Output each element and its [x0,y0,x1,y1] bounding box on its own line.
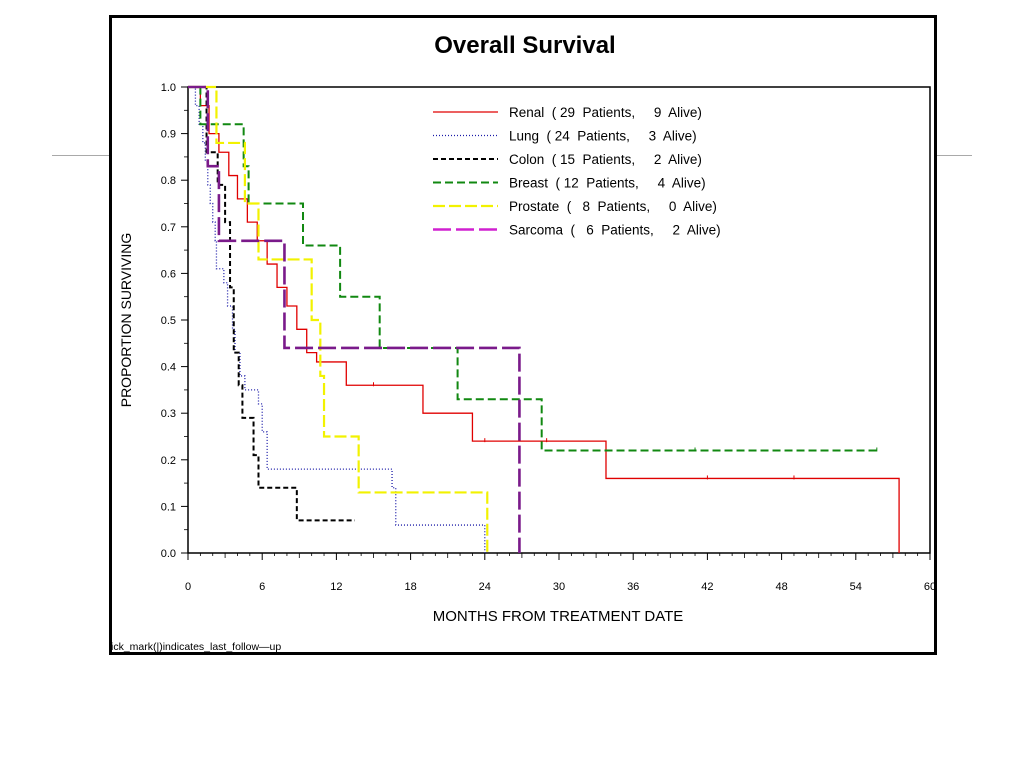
series-line-colon [188,86,355,522]
series-line-lung [188,86,486,553]
legend-label-lung: Lung ( 24 Patients, 3 Alive) [509,129,697,144]
legend-label-breast: Breast ( 12 Patients, 4 Alive) [509,176,706,191]
y-tick-label: 0.6 [161,268,176,280]
legend: Renal ( 29 Patients, 9 Alive) Lung ( 24 P… [433,105,721,238]
legend-label-colon: Colon ( 15 Patients, 2 Alive) [509,152,702,167]
axis-ticks [181,86,931,560]
x-tick-label: 30 [553,581,565,593]
footnote: ick_mark(|)indicates_last_follow—up [111,641,281,653]
y-tick-label: 0.5 [161,315,176,327]
y-axis-label: PROPORTION SURVIVING [118,233,134,408]
x-tick-label: 18 [404,581,416,593]
x-tick-label: 48 [775,581,787,593]
x-tick-label: 36 [627,581,639,593]
x-tick-label: 54 [850,581,862,593]
y-tick-label: 0.7 [161,222,176,234]
y-tick-label: 0.8 [161,175,176,187]
x-tick-label: 24 [479,581,491,593]
chart-title: Overall Survival [434,32,615,59]
series-line-prostate [188,85,489,553]
y-tick-label: 0.2 [161,455,176,467]
legend-label-sarcoma: Sarcoma ( 6 Patients, 2 Alive) [509,223,721,238]
chart-frame [109,15,937,655]
x-tick-label: 0 [185,581,191,593]
x-tick-label: 12 [330,581,342,593]
slide-decoration-line-left [52,155,112,156]
series-line-renal [188,86,900,553]
x-axis-label: MONTHS FROM TREATMENT DATE [433,608,684,625]
series-line-sarcoma [188,85,521,553]
x-tick-labels: 0 6 12 18 24 30 36 42 48 54 60 [185,581,936,593]
y-tick-label: 0.9 [161,129,176,141]
y-tick-labels: 0.0 0.1 0.2 0.3 0.4 0.5 0.6 0.7 0.8 0.9 1.0 [161,82,176,560]
y-tick-label: 0.4 [161,362,176,374]
slide-decoration-line-right [936,155,972,156]
y-tick-label: 0.1 [161,501,176,513]
y-tick-label: 0.0 [161,548,176,560]
x-tick-label: 60 [924,581,936,593]
series-layer [188,85,900,553]
legend-label-renal: Renal ( 29 Patients, 9 Alive) [509,105,702,120]
x-tick-label: 6 [259,581,265,593]
x-tick-label: 42 [701,581,713,593]
y-tick-label: 1.0 [161,82,176,94]
y-tick-label: 0.3 [161,408,176,420]
series-line-breast [188,86,877,452]
legend-label-prostate: Prostate ( 8 Patients, 0 Alive) [509,199,717,214]
